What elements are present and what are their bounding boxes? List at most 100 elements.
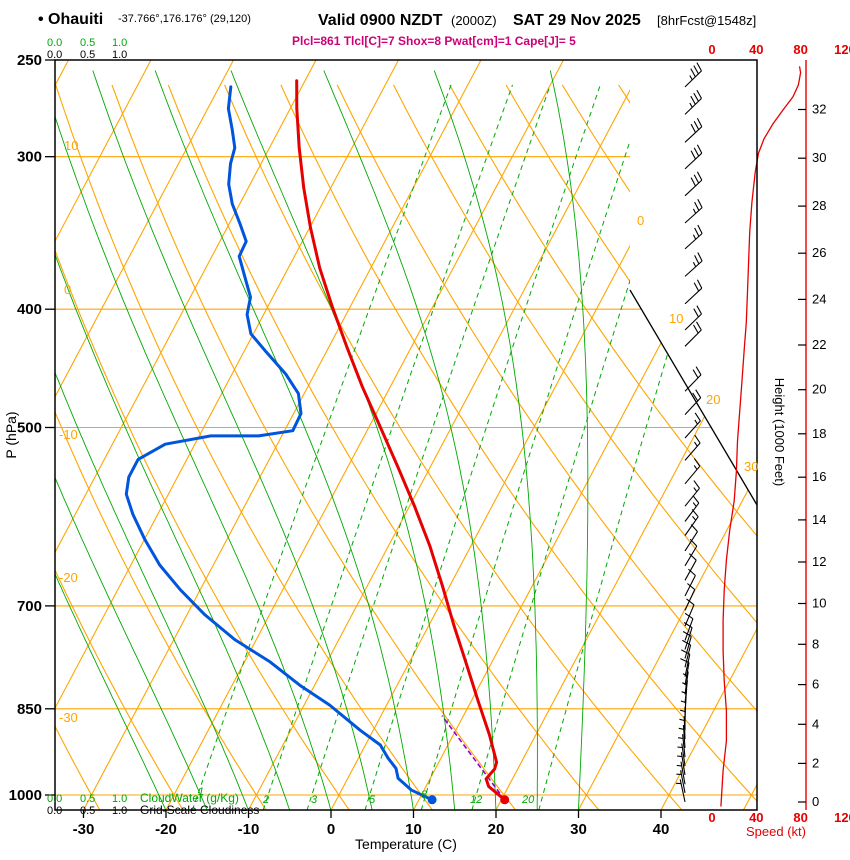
isotherm-line bbox=[248, 60, 647, 810]
height-tick-label: 0 bbox=[812, 794, 819, 809]
wind-barb bbox=[684, 321, 702, 347]
isotherm-label: 20 bbox=[706, 392, 720, 407]
mixing-ratio-line bbox=[191, 84, 452, 810]
pressure-tick-label: 300 bbox=[17, 149, 42, 166]
cloudiness-scale-bottom: 0.0 bbox=[47, 805, 62, 817]
mixing-ratio-line bbox=[420, 84, 649, 810]
wind-barb bbox=[684, 366, 702, 392]
dry-adiabat-line bbox=[844, 85, 850, 810]
wind-barb bbox=[684, 612, 694, 641]
height-tick-label: 10 bbox=[812, 595, 826, 610]
wind-barb bbox=[679, 716, 686, 740]
dry-adiabat-line bbox=[449, 84, 757, 810]
moist-adiabat-line bbox=[549, 70, 589, 810]
pressure-tick-label: 250 bbox=[17, 52, 42, 69]
temp-tick-label: -20 bbox=[155, 821, 177, 838]
pressure-axis-title: P (hPa) bbox=[3, 411, 19, 458]
wind-barb bbox=[678, 724, 686, 748]
pressure-tick-label: 700 bbox=[17, 598, 42, 615]
temp-tick-label: 0 bbox=[327, 821, 335, 838]
wind-barb bbox=[680, 658, 690, 686]
pressure-tick-label: 850 bbox=[17, 701, 42, 718]
height-tick-label: 28 bbox=[812, 198, 826, 213]
mixing-ratio-line bbox=[262, 84, 513, 810]
mixing-ratio-label: 5 bbox=[369, 794, 376, 806]
wind-barb bbox=[684, 252, 703, 277]
valid-time-zulu: (2000Z) bbox=[451, 13, 497, 28]
height-axis-title: Height (1000 Feet) bbox=[772, 378, 787, 486]
moist-adiabat-line bbox=[55, 70, 167, 810]
height-tick-label: 8 bbox=[812, 636, 819, 651]
speed-tick-label-bottom: 120 bbox=[834, 810, 850, 825]
wind-barb bbox=[683, 622, 693, 650]
height-tick-label: 26 bbox=[812, 245, 826, 260]
wind-barb bbox=[682, 639, 692, 668]
temp-tick-label: 30 bbox=[570, 821, 587, 838]
valid-time: Valid 0900 NZDT bbox=[318, 12, 443, 29]
dry-adiabat-line bbox=[55, 84, 433, 810]
mixing-ratio-line bbox=[364, 84, 601, 810]
wind-barb bbox=[684, 89, 702, 115]
cloudiness-scale-top: 0.5 bbox=[80, 49, 95, 61]
mixing-ratio-label: 20 bbox=[521, 794, 535, 806]
wind-speed-curve bbox=[720, 66, 802, 807]
speed-tick-label-top: 40 bbox=[749, 42, 763, 57]
moist-adiabat-line bbox=[55, 70, 291, 810]
parcel-path bbox=[441, 715, 506, 801]
cloudwater-scale-top: 0.5 bbox=[80, 37, 95, 49]
dry-adiabat-line bbox=[55, 84, 184, 810]
station-name: • Ohauiti bbox=[38, 11, 103, 28]
mixing-ratio-line bbox=[306, 84, 551, 810]
dry-adiabat-label: -20 bbox=[59, 570, 78, 585]
dry-adiabat-line bbox=[55, 84, 350, 810]
plot-frame bbox=[54, 59, 758, 811]
wind-barb bbox=[677, 743, 686, 767]
wind-barb bbox=[684, 434, 701, 461]
height-tick-label: 6 bbox=[812, 677, 819, 692]
isotherm-line bbox=[743, 60, 757, 810]
height-tick-label: 24 bbox=[812, 291, 826, 306]
wind-barb bbox=[684, 224, 703, 250]
wind-barb bbox=[676, 761, 686, 785]
moist-adiabat-line bbox=[92, 70, 373, 810]
wind-barb bbox=[676, 770, 686, 794]
wind-barb bbox=[684, 458, 701, 485]
dewpoint-curve bbox=[124, 85, 434, 802]
wind-barb bbox=[681, 649, 691, 677]
cloudwater-scale-bottom: 1.0 bbox=[112, 793, 127, 805]
height-tick-label: 20 bbox=[812, 382, 826, 397]
isotherm-line bbox=[55, 60, 399, 810]
wind-barb bbox=[684, 198, 703, 224]
wind-barb bbox=[684, 389, 702, 415]
speed-tick-label-bottom: 0 bbox=[708, 810, 715, 825]
wind-barb bbox=[684, 480, 700, 507]
isotherm-line bbox=[165, 60, 564, 810]
isotherm-line bbox=[55, 60, 152, 810]
isotherm-label: 30 bbox=[744, 459, 758, 474]
height-tick-label: 30 bbox=[812, 150, 826, 165]
dry-adiabat-line bbox=[788, 85, 850, 810]
speed-tick-label-top: 80 bbox=[793, 42, 807, 57]
wind-barbs bbox=[676, 62, 703, 803]
dry-adiabat-line bbox=[55, 84, 101, 810]
isotherm-line bbox=[55, 60, 234, 810]
wind-barb bbox=[684, 553, 697, 581]
station-coords: -37.766°,176.176° (29,120) bbox=[118, 13, 251, 25]
surface-dewpoint-dot bbox=[427, 795, 437, 805]
cloudwater-scale-top: 0.0 bbox=[47, 37, 62, 49]
temp-tick-label: -10 bbox=[238, 821, 260, 838]
height-tick-label: 22 bbox=[812, 337, 826, 352]
dry-adiabat-line bbox=[393, 84, 757, 810]
moist-adiabat-line bbox=[323, 70, 497, 810]
temperature-axis-title: Temperature (C) bbox=[355, 836, 457, 852]
cloudiness-scale-bottom: 0.5 bbox=[80, 805, 95, 817]
isotherm-line bbox=[83, 60, 482, 810]
wind-barb bbox=[682, 631, 692, 659]
speed-tick-label-bottom: 40 bbox=[749, 810, 763, 825]
cloudiness-scale-top: 0.0 bbox=[47, 49, 62, 61]
isotherm-label: 0 bbox=[637, 213, 644, 228]
wind-barb bbox=[684, 509, 699, 536]
temperature-curve bbox=[295, 79, 507, 802]
